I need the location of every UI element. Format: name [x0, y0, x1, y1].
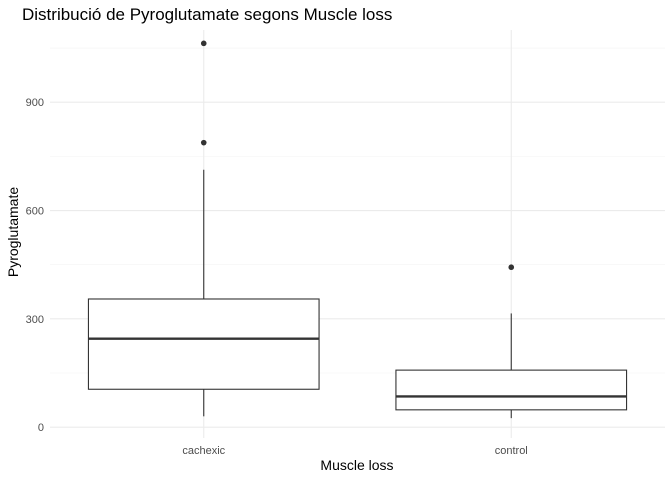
- y-tick-label: 900: [26, 97, 44, 109]
- box-rect: [87, 298, 320, 390]
- chart-title: Distribució de Pyroglutamate segons Musc…: [22, 5, 392, 24]
- x-tick-labels: cachexic control: [182, 445, 527, 457]
- y-axis-title: Pyroglutamate: [5, 187, 21, 277]
- x-tick-label: cachexic: [182, 445, 225, 457]
- box-cachexic: [87, 40, 320, 417]
- box-rect: [395, 369, 628, 411]
- boxes-layer: [87, 40, 628, 419]
- x-axis-title: Muscle loss: [320, 457, 393, 473]
- outlier-point: [200, 40, 207, 47]
- outlier-point: [508, 264, 515, 271]
- y-tick-labels: 0 300 600 900: [26, 97, 44, 434]
- y-tick-label: 0: [38, 422, 44, 434]
- x-tick-label: control: [495, 445, 528, 457]
- outlier-point: [200, 139, 207, 146]
- y-tick-label: 300: [26, 314, 44, 326]
- y-tick-label: 600: [26, 206, 44, 218]
- box-control: [395, 264, 628, 419]
